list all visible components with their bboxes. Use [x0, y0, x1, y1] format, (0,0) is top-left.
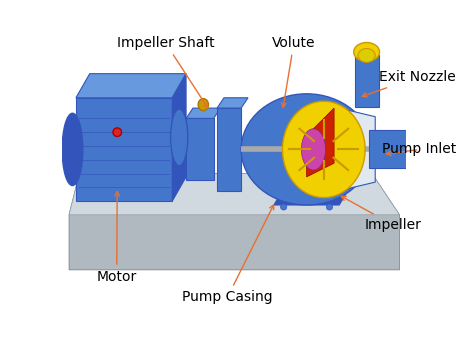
Ellipse shape: [62, 113, 83, 186]
Ellipse shape: [358, 49, 375, 62]
Text: Pump Casing: Pump Casing: [182, 205, 273, 304]
Polygon shape: [307, 108, 334, 177]
Ellipse shape: [113, 128, 121, 136]
Text: Volute: Volute: [272, 36, 316, 107]
Polygon shape: [274, 188, 350, 205]
Text: Pump Inlet: Pump Inlet: [383, 142, 456, 156]
Ellipse shape: [416, 130, 438, 168]
Ellipse shape: [326, 204, 333, 210]
Ellipse shape: [171, 109, 188, 166]
Polygon shape: [76, 98, 173, 201]
Polygon shape: [217, 98, 248, 108]
Ellipse shape: [241, 94, 372, 205]
Text: Exit Nozzle: Exit Nozzle: [362, 70, 456, 97]
Ellipse shape: [301, 129, 326, 170]
Text: Motor: Motor: [97, 192, 137, 284]
Ellipse shape: [281, 204, 287, 210]
Polygon shape: [69, 174, 400, 215]
Ellipse shape: [420, 137, 434, 161]
Polygon shape: [186, 108, 220, 118]
Ellipse shape: [198, 99, 209, 111]
Ellipse shape: [354, 43, 380, 61]
Ellipse shape: [283, 101, 365, 197]
Polygon shape: [320, 104, 375, 195]
Text: Impeller: Impeller: [341, 196, 422, 232]
Text: Impeller Shaft: Impeller Shaft: [117, 36, 214, 108]
Polygon shape: [217, 108, 241, 191]
Polygon shape: [368, 130, 424, 168]
Polygon shape: [186, 118, 214, 180]
Polygon shape: [173, 74, 186, 201]
Polygon shape: [355, 56, 379, 107]
Polygon shape: [69, 174, 400, 270]
Polygon shape: [76, 74, 186, 98]
